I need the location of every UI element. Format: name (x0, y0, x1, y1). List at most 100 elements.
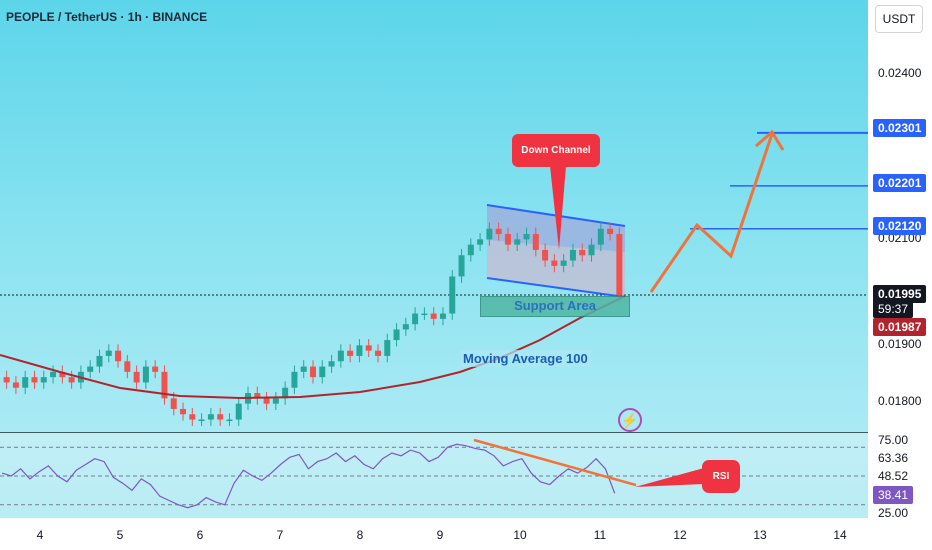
projection-path (649, 133, 774, 293)
candle-body (254, 393, 261, 399)
candle-body (207, 414, 214, 420)
candle-body (40, 377, 47, 383)
candle-body (523, 234, 530, 240)
candle-body (68, 377, 75, 383)
rsi-divergence-line (473, 438, 637, 487)
time-tick: 9 (436, 528, 444, 542)
candle-body (22, 377, 29, 388)
candle-body (319, 366, 326, 378)
candle-body (124, 361, 131, 372)
time-tick: 12 (673, 528, 687, 542)
candle-body (560, 260, 567, 266)
candle-body (87, 366, 94, 372)
time-tick: 14 (833, 528, 847, 542)
down-channel-label: Down Channel (521, 145, 591, 156)
price-tick: 0.01800 (878, 394, 922, 408)
candle-body (328, 361, 335, 367)
target-price-tag: 0.02120 (873, 217, 927, 235)
rsi-tick: 75.00 (878, 433, 909, 447)
time-tick: 7 (276, 528, 284, 542)
candle-body (356, 345, 363, 356)
time-tick: 11 (593, 528, 607, 542)
flash-icon[interactable]: ⚡ (618, 408, 642, 432)
currency-button[interactable]: USDT (875, 5, 923, 33)
candle-body (50, 371, 57, 378)
candle-body (486, 228, 493, 240)
candle-body (3, 377, 10, 383)
candle-body (59, 371, 66, 378)
time-tick: 10 (513, 528, 527, 542)
time-tick: 13 (753, 528, 767, 542)
candle-body (393, 329, 400, 341)
candle-body (402, 324, 409, 330)
candle-body (532, 234, 539, 250)
down-channel-callout: Down Channel (512, 134, 600, 167)
candle-body (384, 340, 391, 356)
candle-body (542, 249, 549, 261)
candle-body (551, 260, 558, 266)
candle-body (347, 350, 354, 356)
candle-body (439, 313, 446, 319)
candle-body (198, 419, 205, 422)
candle-body (152, 366, 159, 372)
price-tick: 0.01900 (878, 337, 922, 351)
candle-body (115, 350, 122, 362)
candle-body (161, 371, 168, 399)
moving-average-line (0, 295, 626, 400)
candle-body (449, 276, 456, 314)
rsi-callout-pointer (635, 468, 704, 487)
candle-body (263, 398, 270, 404)
channel-lower-line (486, 277, 626, 298)
candle-body (133, 371, 140, 383)
candle-body (412, 313, 419, 325)
time-axis[interactable] (0, 518, 868, 550)
candle-body (170, 398, 177, 409)
rsi-line (1, 443, 616, 509)
target-price-tag: 0.02201 (873, 174, 927, 192)
candle-body (588, 244, 595, 256)
candle-body (467, 244, 474, 256)
candle-body (421, 313, 428, 316)
candle-body (616, 234, 623, 295)
time-tick: 4 (36, 528, 44, 542)
candle-body (477, 239, 484, 245)
pane-separator[interactable] (0, 432, 868, 433)
symbol-title[interactable]: PEOPLE / TetherUS · 1h · BINANCE (6, 10, 208, 24)
rsi-tick: 25.00 (878, 506, 909, 520)
down-channel-pointer (550, 166, 566, 250)
candle-body (504, 234, 511, 245)
rsi-callout-label: RSI (712, 471, 730, 482)
last-price-tag: 0.01995 (873, 285, 927, 303)
moving-average-label: Moving Average 100 (460, 350, 591, 367)
candle-body (217, 414, 224, 420)
price-axis[interactable] (868, 0, 932, 518)
candle-body (495, 228, 502, 235)
time-tick: 6 (196, 528, 204, 542)
price-pane[interactable] (0, 0, 868, 432)
down-channel-upper-fill (487, 205, 625, 252)
candle-body (282, 387, 289, 399)
candle-body (514, 239, 521, 245)
down-channel-fill (487, 205, 625, 297)
candle-body (12, 382, 19, 388)
candle-body (226, 419, 233, 422)
target-price-tag: 0.02301 (873, 119, 927, 137)
candle-body (607, 228, 614, 235)
candle-body (458, 255, 465, 277)
candle-body (96, 355, 103, 367)
price-tick: 0.02400 (878, 66, 922, 80)
candle-body (365, 345, 372, 351)
support-area-box: Support Area (480, 296, 630, 317)
candle-body (300, 366, 307, 372)
candle-body (180, 408, 187, 415)
time-tick: 5 (116, 528, 124, 542)
support-area-label: Support Area (514, 298, 596, 313)
candle-body (291, 371, 298, 388)
candle-body (597, 228, 604, 245)
candle-body (189, 414, 196, 420)
candle-body (31, 377, 38, 383)
rsi-current-tag: 38.41 (873, 486, 914, 504)
candle-body (235, 403, 242, 420)
rsi-value: 63.36 (878, 451, 909, 465)
